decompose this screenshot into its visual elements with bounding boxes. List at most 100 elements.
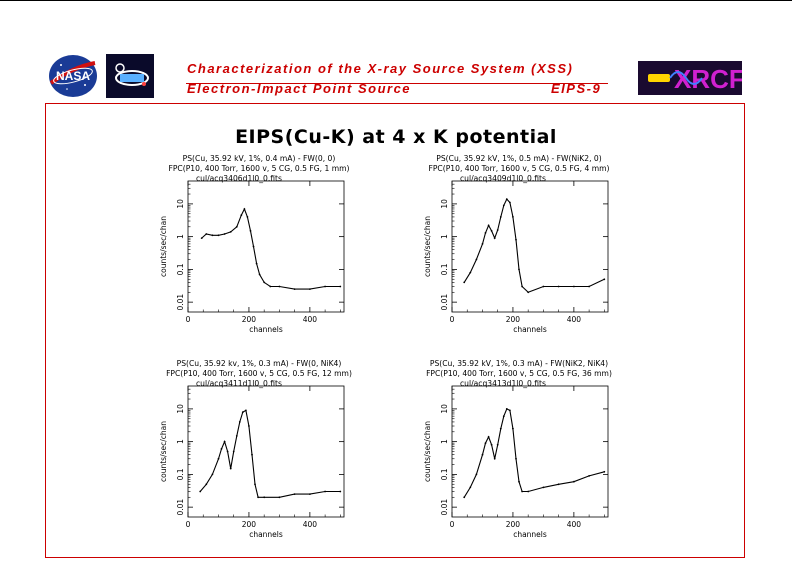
y-tick-label: 1 xyxy=(440,439,449,444)
data-point xyxy=(588,285,590,288)
data-point xyxy=(490,230,493,232)
x-tick-label: 0 xyxy=(450,520,455,529)
data-point xyxy=(248,425,250,427)
data-point xyxy=(229,231,232,233)
spectrum-line xyxy=(201,207,341,290)
header-divider xyxy=(186,83,608,84)
x-tick-label: 0 xyxy=(186,315,191,324)
data-point xyxy=(505,198,508,201)
data-point xyxy=(502,204,505,207)
data-point xyxy=(469,486,472,489)
data-point xyxy=(199,490,202,493)
data-point xyxy=(254,483,256,486)
y-tick-label: 0.01 xyxy=(440,499,449,516)
x-tick-label: 400 xyxy=(303,315,318,324)
x-tick-label: 200 xyxy=(242,315,257,324)
data-point xyxy=(269,285,272,288)
data-point xyxy=(499,216,502,218)
data-point xyxy=(241,411,244,413)
data-point xyxy=(205,483,208,486)
data-point xyxy=(493,457,496,460)
data-point xyxy=(502,415,505,418)
data-point xyxy=(229,467,232,470)
y-tick-label: 0.1 xyxy=(440,263,449,275)
y-tick-label: 0.1 xyxy=(440,468,449,480)
data-point xyxy=(257,496,259,499)
x-axis-label: channels xyxy=(249,530,283,539)
data-point xyxy=(518,268,520,271)
data-point xyxy=(496,229,499,231)
chart-panel-3: PS(Cu, 35.92 kv, 1%, 0.3 mA) - FW(0, NiK… xyxy=(159,359,352,539)
data-point xyxy=(573,480,575,483)
data-point xyxy=(484,442,487,444)
y-tick-label: 1 xyxy=(440,234,449,239)
content-frame xyxy=(45,103,745,558)
data-point xyxy=(249,230,252,232)
x-tick-label: 400 xyxy=(567,520,582,529)
data-point xyxy=(475,258,478,261)
data-point xyxy=(217,234,220,237)
data-point xyxy=(505,408,508,410)
chart-title-line: cul/acq3411d1l0_0.fits xyxy=(196,379,282,388)
data-point xyxy=(309,493,311,495)
y-tick-label: 0.01 xyxy=(176,499,185,516)
data-point xyxy=(240,214,243,217)
y-tick-label: 0.1 xyxy=(176,263,185,275)
data-point xyxy=(211,473,214,476)
data-point xyxy=(463,496,466,499)
data-point xyxy=(484,232,487,234)
y-tick-label: 0.01 xyxy=(440,294,449,311)
data-point xyxy=(487,224,490,227)
data-point xyxy=(521,285,523,288)
data-point xyxy=(463,281,466,284)
plot-frame xyxy=(451,385,609,518)
chart-title-line: FPC(P10, 400 Torr, 1600 v, 5 CG, 0.5 FG,… xyxy=(166,369,352,378)
data-point xyxy=(557,285,560,288)
data-point xyxy=(512,216,514,218)
page-title: EIPS(Cu-K) at 4 x K potential xyxy=(235,126,557,148)
data-point xyxy=(223,440,226,443)
data-point xyxy=(309,288,311,290)
plot-frame xyxy=(187,180,345,313)
top-border xyxy=(0,0,792,1)
spectrum-line xyxy=(463,408,605,498)
data-point xyxy=(512,427,514,430)
header-code: EIPS-9 xyxy=(551,81,602,96)
data-point xyxy=(278,496,281,499)
data-point xyxy=(211,234,214,237)
chart-title-line: PS(Cu, 35.92 kV, 1%, 0.3 mA) - FW(NiK2, … xyxy=(430,359,608,368)
data-point xyxy=(339,490,342,493)
data-point xyxy=(324,490,326,493)
x-tick-label: 0 xyxy=(186,520,191,529)
y-tick-label: 1 xyxy=(176,234,185,239)
plot-frame xyxy=(451,180,609,313)
data-point xyxy=(235,435,238,437)
data-point xyxy=(238,421,241,423)
data-point xyxy=(573,285,575,288)
data-point xyxy=(278,285,281,288)
x-tick-label: 200 xyxy=(506,315,521,324)
data-point xyxy=(226,450,229,453)
data-point xyxy=(527,291,530,294)
y-tick-label: 10 xyxy=(440,199,449,209)
chart-title-line: cul/acq3406d1l0_0.fits xyxy=(196,174,282,183)
data-point xyxy=(263,281,266,284)
data-point xyxy=(487,436,490,438)
x-tick-label: 400 xyxy=(303,520,318,529)
y-tick-label: 0.01 xyxy=(176,294,185,311)
data-point xyxy=(243,208,246,210)
data-point xyxy=(542,285,545,288)
data-point xyxy=(255,262,258,265)
data-point xyxy=(490,443,493,446)
data-point xyxy=(324,285,326,288)
data-point xyxy=(481,243,484,245)
data-point xyxy=(515,238,517,241)
y-axis-label: counts/sec/chan xyxy=(159,216,168,277)
data-point xyxy=(252,245,255,248)
chart-title-line: cul/acq3409d1l0_0.fits xyxy=(460,174,546,183)
data-point xyxy=(493,237,496,240)
data-point xyxy=(251,453,253,456)
x-axis-label: channels xyxy=(249,325,283,334)
data-point xyxy=(293,493,296,495)
